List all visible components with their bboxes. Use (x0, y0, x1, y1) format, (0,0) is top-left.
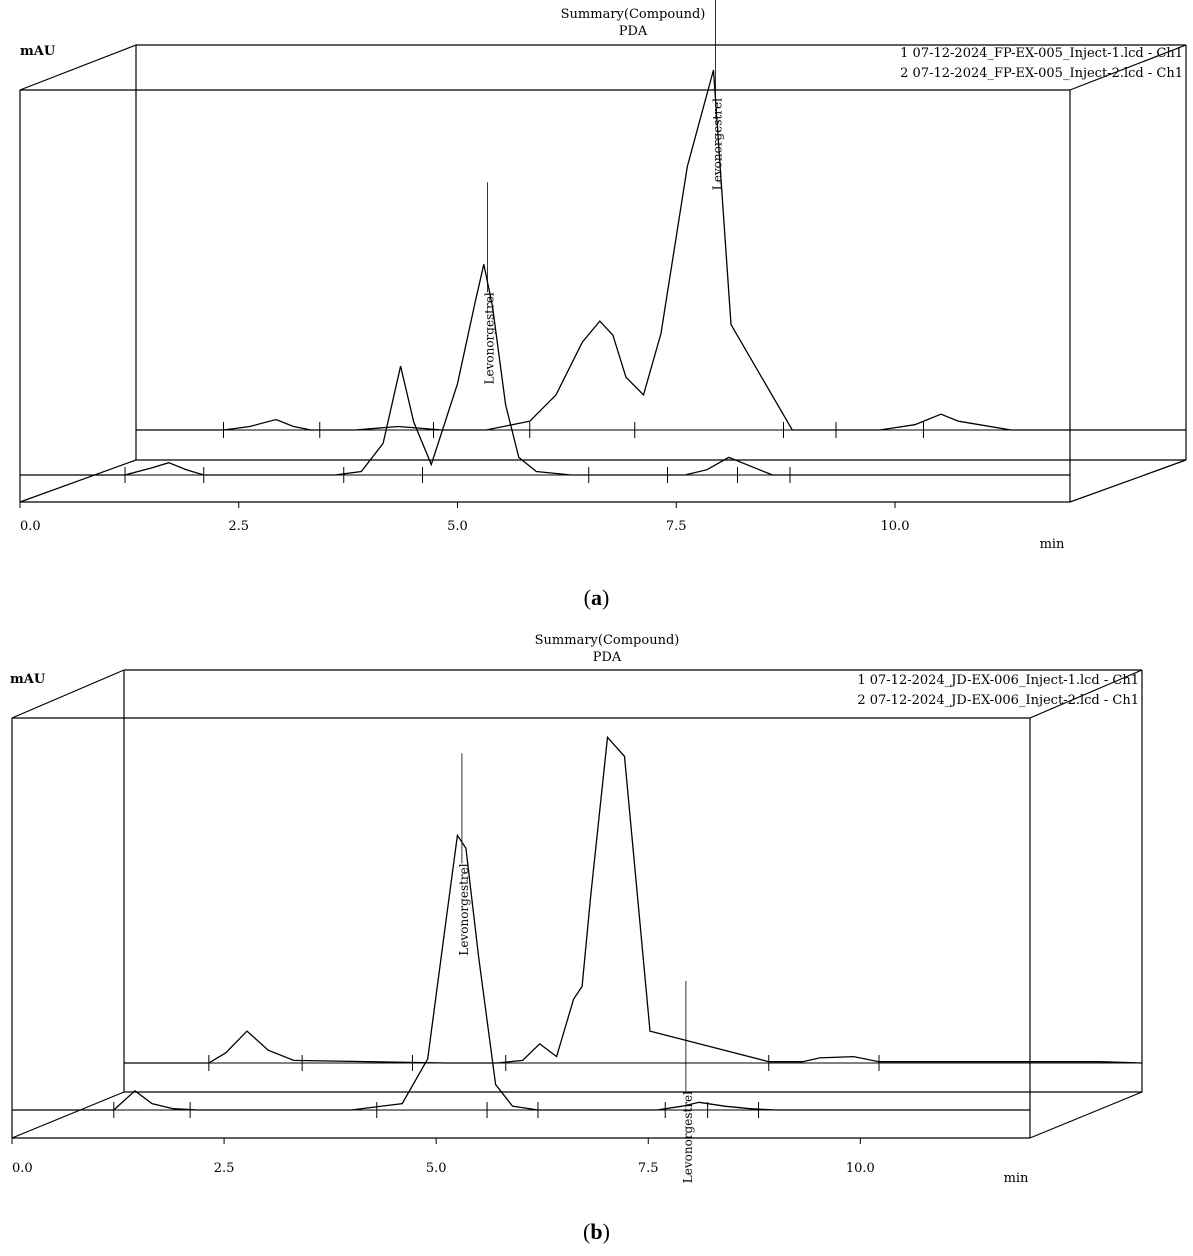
series-2-trace-b (124, 735, 1143, 1064)
x-tick-label-a-2: 5.0 (447, 519, 468, 534)
chart-svg-a: Summary(Compound) PDA mAU min 1 07-12-2024_F… (19, 0, 1187, 552)
plot-box-edge-b-11 (1029, 1091, 1143, 1139)
chart-svg-b: Summary(Compound) PDA mAU min 1 07-12-2024_J… (10, 633, 1143, 1186)
x-tick-label-a-3: 7.5 (666, 519, 687, 534)
x-axis-label-a: min (1040, 537, 1065, 552)
caption-a: (a) (583, 585, 610, 610)
chart-subtitle-a: PDA (619, 24, 648, 39)
chart-title-a: Summary(Compound) (561, 7, 706, 22)
chart-subtitle-b: PDA (593, 650, 622, 665)
x-tick-label-a-1: 2.5 (228, 519, 249, 534)
peak-label-b-0: Levonorgestrel (457, 863, 471, 955)
caption-b: (b) (583, 1219, 610, 1244)
series-2-trace-a (136, 69, 1186, 431)
chromatogram-panel-a: Summary(Compound) PDA mAU min 1 07-12-2024_F… (0, 0, 1193, 620)
plot-box-edge-b-9 (1029, 669, 1143, 719)
plot-box-edge-a-10 (19, 459, 137, 503)
series-1-trace-b (12, 833, 1030, 1111)
x-tick-label-a-0: 0.0 (20, 519, 41, 534)
x-tick-label-b-1: 2.5 (214, 1161, 235, 1176)
y-axis-label-a: mAU (20, 44, 56, 59)
plot-box-edge-b-8 (11, 669, 125, 719)
plot-box-edge-a-11 (1069, 459, 1187, 503)
y-axis-label-b: mAU (10, 672, 46, 687)
peak-label-b-1: Levonorgestrel (681, 1091, 695, 1183)
plot-box-edge-b-10 (11, 1091, 125, 1139)
x-tick-label-b-3: 7.5 (638, 1161, 659, 1176)
legend-entry-1-b: 1 07-12-2024_JD-EX-006_Inject-1.lcd - Ch… (857, 673, 1139, 688)
x-tick-label-a-4: 10.0 (881, 519, 910, 534)
peak-label-a-0: Levonorgestrel (483, 292, 497, 384)
peak-label-a-1: Levonorgestrel (711, 98, 725, 190)
plot-box-edge-a-8 (19, 44, 137, 91)
series-1-trace-a (20, 264, 1070, 476)
chart-title-b: Summary(Compound) (535, 633, 680, 648)
x-axis-label-b: min (1004, 1171, 1029, 1186)
plot-box-edge-a-9 (1069, 44, 1187, 91)
legend-entry-1-a: 1 07-12-2024_FP-EX-005_Inject-1.lcd - Ch… (900, 46, 1183, 61)
x-tick-label-b-2: 5.0 (426, 1161, 447, 1176)
legend-entry-2-b: 2 07-12-2024_JD-EX-006_Inject-2.lcd - Ch… (857, 693, 1139, 708)
caption-b-letter: b (590, 1219, 603, 1244)
legend-entry-2-a: 2 07-12-2024_FP-EX-005_Inject-2.lcd - Ch… (900, 66, 1183, 81)
x-tick-label-b-0: 0.0 (12, 1161, 33, 1176)
x-tick-label-b-4: 10.0 (846, 1161, 875, 1176)
chromatogram-panel-b: Summary(Compound) PDA mAU min 1 07-12-2024_J… (0, 628, 1193, 1256)
caption-a-letter: a (591, 585, 602, 610)
